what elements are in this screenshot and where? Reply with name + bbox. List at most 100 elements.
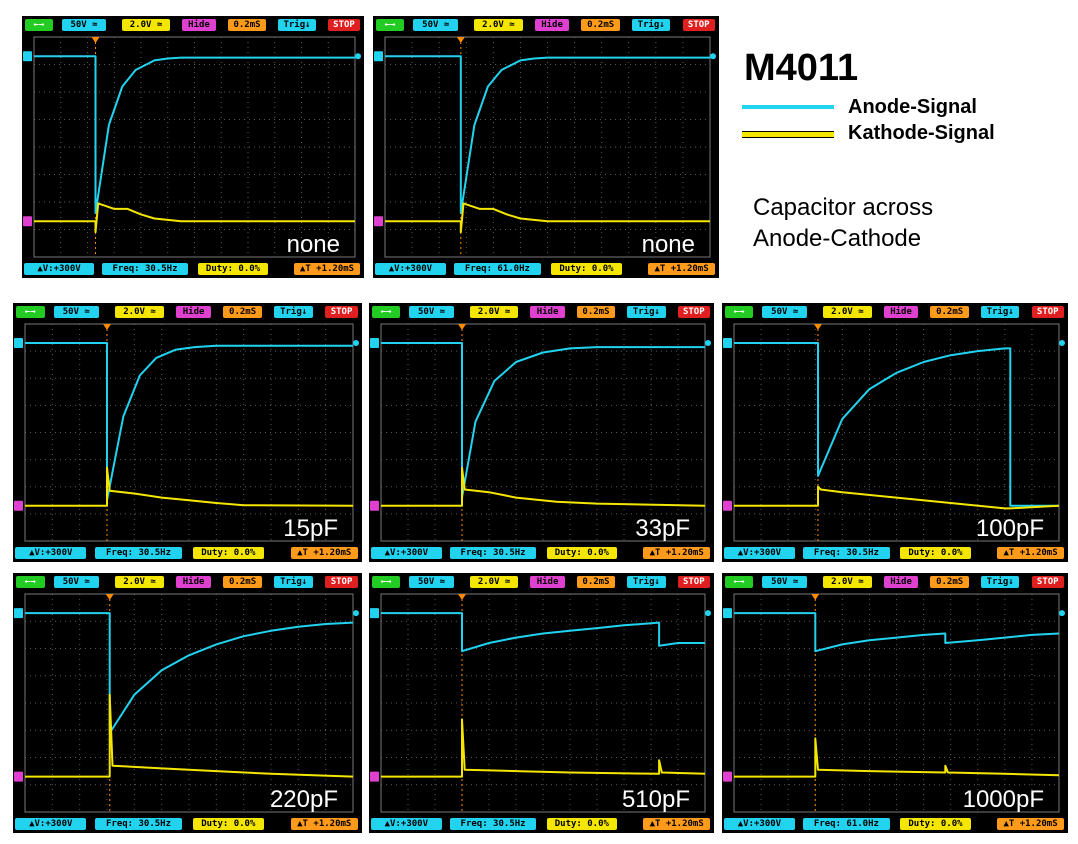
duty-badge: Duty: 0.0% — [900, 547, 971, 559]
ch1-volts-badge: 50V ≃ — [62, 19, 106, 31]
capacitor-label: 220pF — [269, 786, 338, 813]
capacitor-label: 15pF — [283, 515, 338, 542]
plot-border — [33, 36, 356, 258]
stop-badge: STOP — [682, 19, 715, 31]
duty-badge: Duty: 0.0% — [551, 263, 622, 275]
trigger-level-icon — [1059, 610, 1065, 617]
chart-title: M4011 — [744, 47, 859, 89]
kathode-signal-line — [25, 466, 354, 507]
trigger-badge: Trig↓ — [274, 306, 313, 318]
anode-signal-line — [734, 612, 1060, 653]
anode-signal-line — [25, 612, 354, 734]
plot-border — [733, 593, 1060, 813]
timebase-badge: 0.2mS — [223, 306, 262, 318]
ch1-volts-badge: 50V ≃ — [413, 19, 458, 31]
freq-badge: Freq: 30.5Hz — [102, 263, 188, 275]
scope-panel: ←→ 50V ≃ 2.0V ≃ Hide 0.2mS Trig↓ STOP ▲V:+300V F… — [369, 573, 714, 833]
trigger-badge: Trig↓ — [627, 576, 666, 588]
anode-signal-line — [385, 55, 710, 214]
stop-badge: STOP — [1031, 306, 1064, 318]
kathode-signal-line — [385, 202, 710, 234]
trigger-badge: Trig↓ — [278, 19, 316, 31]
capacitor-label: none — [641, 231, 695, 258]
freq-badge: Freq: 30.5Hz — [449, 818, 537, 830]
hide-badge: Hide — [883, 576, 919, 588]
ch2-marker-icon — [723, 771, 732, 782]
trigger-level-icon — [355, 53, 361, 60]
usb-icon: ←→ — [372, 576, 401, 588]
trigger-badge: Trig↓ — [980, 306, 1020, 318]
hide-badge: Hide — [530, 306, 565, 318]
duty-badge: Duty: 0.0% — [192, 547, 265, 559]
timebase-badge: 0.2mS — [576, 576, 616, 588]
trigger-arrow-icon — [458, 594, 466, 600]
ch2-volts-badge: 2.0V ≃ — [115, 576, 164, 588]
freq-badge: Freq: 30.5Hz — [449, 547, 537, 559]
capacitor-label: none — [286, 231, 340, 258]
freq-badge: Freq: 30.5Hz — [94, 547, 183, 559]
trigger-level-icon — [1059, 339, 1065, 346]
stop-badge: STOP — [325, 306, 358, 318]
trigger-arrow-icon — [456, 37, 465, 43]
plot-border — [24, 593, 354, 813]
t-offset-badge: ▲T +1.20mS — [643, 818, 710, 830]
legend-label-anode: Anode-Signal — [848, 96, 977, 118]
t-offset-badge: ▲T +1.20mS — [648, 263, 715, 275]
timebase-badge: 0.2mS — [576, 306, 616, 318]
v-offset-badge: ▲V:+300V — [15, 818, 87, 830]
ch1-volts-badge: 50V ≃ — [409, 306, 454, 318]
anode-signal-line — [734, 342, 1059, 507]
anode-legend-swatch — [742, 105, 834, 109]
v-offset-badge: ▲V:+300V — [724, 547, 795, 559]
t-offset-badge: ▲T +1.20mS — [997, 547, 1064, 559]
trigger-badge: Trig↓ — [631, 19, 671, 31]
v-offset-badge: ▲V:+300V — [371, 547, 442, 559]
ch1-marker-icon — [23, 51, 32, 62]
ch1-marker-icon — [370, 337, 379, 348]
scope-panel: ←→ 50V ≃ 2.0V ≃ Hide 0.2mS Trig↓ STOP ▲V:+300V F… — [369, 303, 714, 562]
timebase-badge: 0.2mS — [581, 19, 620, 31]
trigger-badge: Trig↓ — [627, 306, 666, 318]
v-offset-badge: ▲V:+300V — [724, 818, 795, 830]
legend-label-kathode: Kathode-Signal — [848, 122, 995, 144]
stop-badge: STOP — [677, 576, 710, 588]
v-offset-badge: ▲V:+300V — [371, 818, 442, 830]
scope-panel: ←→ 50V ≃ 2.0V ≃ Hide 0.2mS Trig↓ STOP ▲V:+300V F… — [13, 303, 362, 562]
stop-badge: STOP — [325, 576, 358, 588]
ch2-volts-badge: 2.0V ≃ — [823, 306, 872, 318]
ch1-volts-badge: 50V ≃ — [53, 306, 99, 318]
anode-signal-line — [25, 342, 353, 502]
kathode-signal-line — [734, 737, 1060, 778]
ch2-volts-badge: 2.0V ≃ — [469, 576, 519, 588]
kathode-signal-line — [25, 693, 354, 778]
plot-border — [24, 323, 354, 542]
kathode-signal-line — [34, 202, 355, 234]
freq-badge: Freq: 61.0Hz — [802, 818, 890, 830]
plot-border — [733, 323, 1060, 542]
timebase-badge: 0.2mS — [223, 576, 262, 588]
kathode-signal-line — [381, 718, 706, 778]
plot-border — [380, 323, 706, 542]
ch2-marker-icon — [14, 500, 23, 511]
ch2-volts-badge: 2.0V ≃ — [115, 306, 164, 318]
usb-icon: ←→ — [725, 306, 754, 318]
v-offset-badge: ▲V:+300V — [24, 263, 94, 275]
ch1-marker-icon — [374, 51, 383, 62]
usb-icon: ←→ — [725, 576, 754, 588]
freq-badge: Freq: 30.5Hz — [802, 547, 890, 559]
usb-icon: ←→ — [25, 19, 53, 31]
hide-badge: Hide — [883, 306, 919, 318]
scope-panel: ←→ 50V ≃ 2.0V ≃ Hide 0.2mS Trig↓ STOP ▲V:+300V F… — [13, 573, 362, 833]
legend-item-anode: Anode-Signal — [742, 95, 1026, 119]
freq-badge: Freq: 30.5Hz — [94, 818, 183, 830]
ch1-marker-icon — [14, 608, 23, 619]
anode-signal-line — [381, 342, 705, 499]
ch1-marker-icon — [723, 337, 732, 348]
ch2-marker-icon — [370, 500, 379, 511]
ch2-volts-badge: 2.0V ≃ — [823, 576, 872, 588]
timebase-badge: 0.2mS — [228, 19, 266, 31]
hide-badge: Hide — [176, 306, 211, 318]
anode-signal-line — [381, 612, 705, 653]
kathode-signal-line — [381, 466, 706, 507]
trigger-badge: Trig↓ — [274, 576, 313, 588]
